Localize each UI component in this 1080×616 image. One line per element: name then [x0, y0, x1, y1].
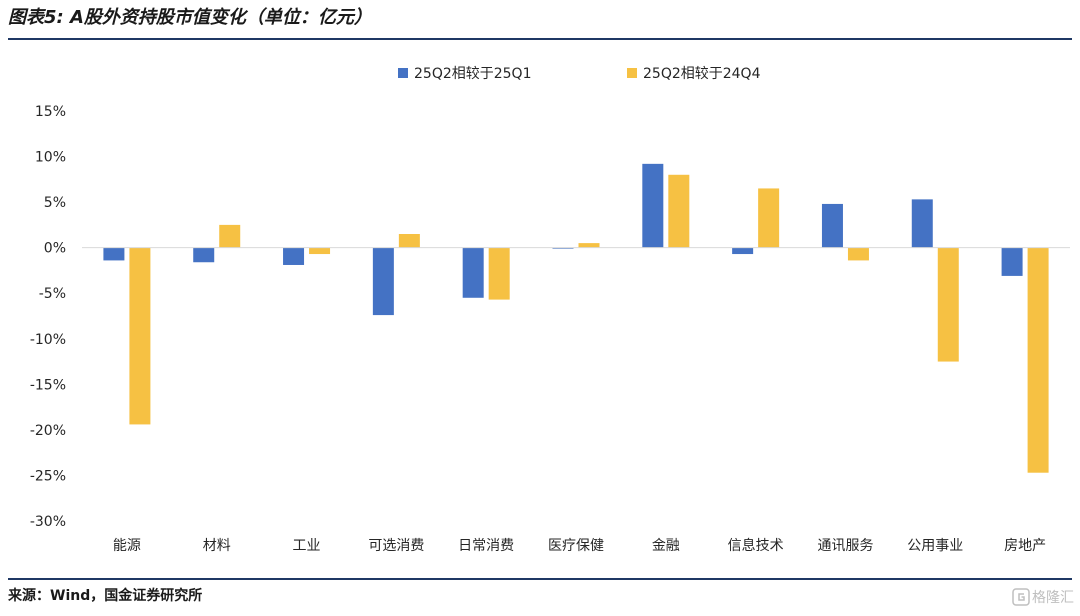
bar-vs-25q1 [642, 163, 664, 248]
y-tick-label: -10% [30, 332, 66, 348]
legend-label: 25Q2相较于25Q1 [414, 66, 531, 82]
source-divider [8, 578, 1072, 580]
bar-vs-25q1 [911, 199, 933, 248]
bar-vs-24q4 [668, 174, 690, 248]
bar-vs-25q1 [193, 247, 215, 263]
x-tick-label: 日常消费 [458, 538, 514, 554]
watermark: 格隆汇 [1012, 586, 1074, 608]
bar-vs-24q4 [578, 243, 600, 248]
bar-vs-24q4 [219, 224, 241, 248]
bar-vs-25q1 [283, 247, 305, 265]
x-tick-label: 公用事业 [907, 538, 963, 554]
y-tick-label: -5% [39, 286, 66, 302]
bar-vs-24q4 [847, 247, 869, 261]
bar-vs-25q1 [821, 203, 843, 248]
y-tick-label: 0% [44, 241, 66, 257]
x-tick-label: 信息技术 [728, 537, 784, 554]
x-tick-label: 通讯服务 [817, 538, 873, 554]
watermark-logo-icon [1012, 588, 1030, 606]
x-tick-label: 能源 [113, 538, 141, 554]
bar-vs-24q4 [937, 247, 959, 362]
x-tick-label: 材料 [203, 538, 231, 554]
bar-chart: 15% 10% 5% 0% -5% -10% -15% -20% -25% -30% 能源 材料 工业 可… [30, 66, 1070, 554]
bar-vs-25q1 [732, 247, 754, 255]
y-tick-label: 15% [35, 104, 66, 120]
y-tick-label: -25% [30, 468, 66, 484]
x-tick-label: 可选消费 [368, 538, 424, 554]
bar-vs-25q1 [372, 247, 394, 316]
y-tick-label: -20% [30, 423, 66, 439]
y-tick-label: 10% [35, 150, 66, 166]
bar-vs-25q1 [103, 247, 125, 261]
legend-swatch [398, 68, 408, 78]
bar-vs-24q4 [309, 247, 331, 255]
source-note: 来源：Wind，国金证券研究所 [8, 588, 203, 604]
legend-swatch [627, 68, 637, 78]
bar-vs-25q1 [462, 247, 484, 298]
y-tick-label: 5% [44, 195, 66, 211]
x-tick-label: 金融 [652, 538, 680, 554]
legend-label: 25Q2相较于24Q4 [643, 66, 761, 82]
y-tick-label: -15% [30, 377, 66, 393]
x-tick-label: 工业 [293, 538, 321, 554]
x-tick-label: 医疗保健 [548, 538, 604, 554]
title-divider [8, 38, 1072, 40]
bar-vs-24q4 [488, 247, 510, 300]
bar-vs-24q4 [1027, 247, 1049, 473]
x-tick-label: 房地产 [1004, 538, 1046, 554]
watermark-text: 格隆汇 [1032, 590, 1074, 606]
bar-vs-24q4 [129, 247, 151, 425]
bar-vs-25q1 [1001, 247, 1023, 276]
bar-vs-24q4 [758, 188, 780, 248]
bar-vs-24q4 [398, 234, 420, 248]
y-tick-label: -30% [30, 514, 66, 530]
chart-title: 图表5: A股外资持股市值变化（单位：亿元） [8, 7, 372, 28]
